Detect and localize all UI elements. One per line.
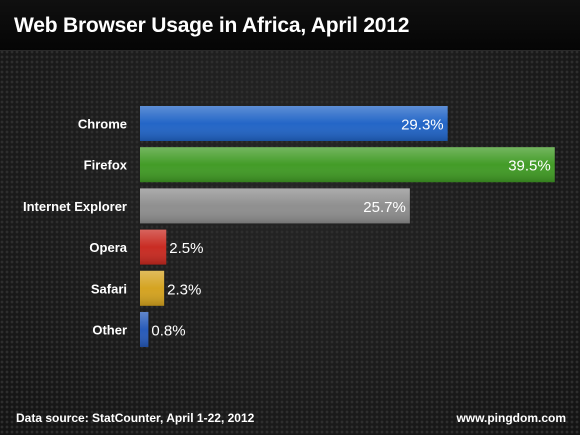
value-label-opera: 2.5% [169, 240, 203, 257]
value-label-other: 0.8% [151, 323, 185, 340]
value-label-internet-explorer: 25.7% [363, 199, 406, 216]
bar-gloss-chrome [140, 106, 448, 141]
category-label-other: Other [92, 323, 127, 338]
category-label-internet-explorer: Internet Explorer [23, 199, 127, 214]
value-label-firefox: 39.5% [508, 158, 551, 175]
value-label-chrome: 29.3% [401, 117, 444, 134]
bar-gloss-opera [140, 229, 167, 265]
website-link[interactable]: www.pingdom.com [456, 411, 566, 425]
bar-gloss-internet-explorer [140, 188, 410, 224]
bar-gloss-other [140, 312, 149, 347]
data-source-note: Data source: StatCounter, April 1-22, 20… [16, 411, 255, 425]
bar-gloss-firefox [140, 147, 555, 183]
title-bar: Web Browser Usage in Africa, April 2012 [0, 0, 580, 51]
chart-title: Web Browser Usage in Africa, April 2012 [14, 14, 410, 37]
category-label-firefox: Firefox [84, 158, 128, 173]
category-label-chrome: Chrome [78, 117, 127, 132]
value-label-safari: 2.3% [167, 281, 201, 298]
category-label-safari: Safari [91, 281, 127, 296]
category-label-opera: Opera [89, 240, 127, 255]
bar-gloss-safari [140, 270, 165, 306]
